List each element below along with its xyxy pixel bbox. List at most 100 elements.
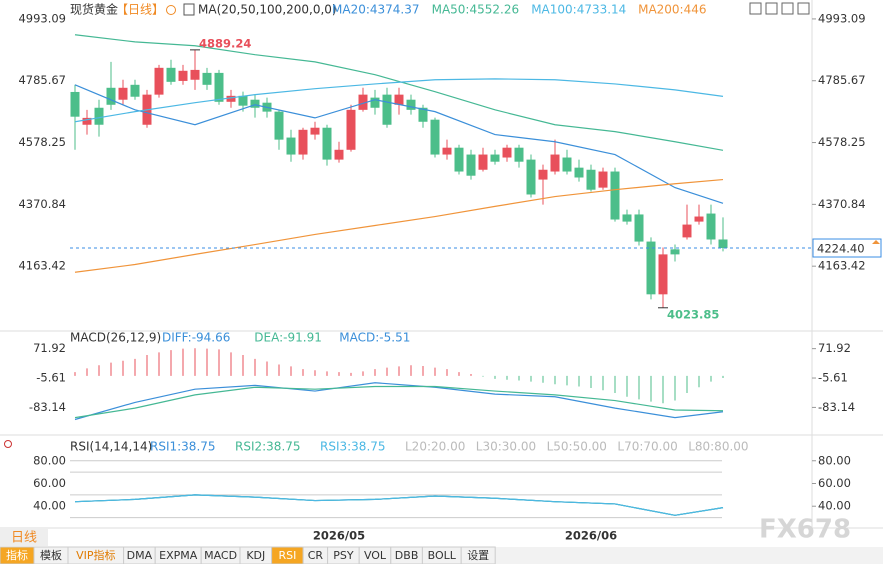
y-tick-label: 4785.67 <box>18 73 66 87</box>
candle-body <box>226 95 236 102</box>
candle-body <box>634 214 644 242</box>
level-legend: L50:50.00 <box>547 440 607 454</box>
candle-body <box>178 70 188 81</box>
candle-body <box>166 67 176 82</box>
candle-body <box>670 249 680 255</box>
candle-body <box>358 94 368 110</box>
candle-body <box>718 239 728 249</box>
candle-body <box>82 117 92 125</box>
instrument-title: 现货黄金 <box>70 2 118 17</box>
candle-body <box>466 154 476 176</box>
candle-body <box>106 87 116 105</box>
candle-body <box>550 154 560 172</box>
rsi-title: RSI(14,14,14) <box>70 440 152 454</box>
toolbar-button[interactable]: RSI <box>278 549 296 562</box>
toolbar-button[interactable]: PSY <box>333 549 354 562</box>
y-tick-label: 40.00 <box>818 499 851 513</box>
candle-body <box>430 119 440 155</box>
candle-body <box>394 94 404 105</box>
legend-item: MA20:4374.37 <box>332 3 420 17</box>
settings-icon[interactable] <box>4 440 12 448</box>
toolbar-button[interactable]: VOL <box>364 549 387 562</box>
toolbar-button[interactable]: BOLL <box>428 549 457 562</box>
candle-body <box>70 91 80 117</box>
level-legend: L30:30.00 <box>476 440 536 454</box>
y-tick-label: 71.92 <box>818 341 851 355</box>
candle-body <box>298 129 308 155</box>
toolbar-button[interactable]: 设置 <box>467 549 489 562</box>
candle-body <box>646 241 656 295</box>
legend-item: MA100:4733.14 <box>531 3 626 17</box>
indicator-icon[interactable] <box>183 3 195 16</box>
candle-body <box>274 111 284 140</box>
candle-body <box>94 107 104 125</box>
toolbar-button[interactable]: VIP指标 <box>76 548 115 562</box>
y-tick-label: 4578.25 <box>18 135 66 149</box>
toolbar-button[interactable]: CR <box>308 549 324 562</box>
candle-body <box>598 171 608 188</box>
candle-body <box>154 67 164 95</box>
watermark: FX678 <box>759 515 851 545</box>
legend-item: RSI1:38.75 <box>150 440 216 454</box>
indicator-line <box>74 494 724 516</box>
toolbar-button[interactable]: DBB <box>395 549 419 562</box>
last-price-box <box>812 238 882 258</box>
candle-body <box>514 147 524 162</box>
candle-body <box>442 147 452 155</box>
candle-body <box>586 169 596 190</box>
toolbar-button[interactable]: 指标 <box>6 548 28 562</box>
period: 【日线】 <box>116 3 164 17</box>
candle-body <box>286 137 296 155</box>
toolbar-button[interactable]: DMA <box>127 549 153 562</box>
candle-body <box>658 254 668 295</box>
candle-body <box>490 154 500 162</box>
legend-item: RSI2:38.75 <box>235 440 301 454</box>
y-tick-label: -5.61 <box>36 371 66 385</box>
indicator-line <box>74 178 724 273</box>
candle-body <box>322 127 332 160</box>
y-tick-label: -83.14 <box>29 400 66 414</box>
indicator-line <box>74 382 724 421</box>
candle-body <box>346 109 356 150</box>
tab[interactable]: 日线 <box>11 531 37 546</box>
candle-body <box>574 167 584 178</box>
toolbar-button[interactable]: MACD <box>204 549 237 562</box>
candle-body <box>214 72 224 102</box>
y-tick-label: 4163.42 <box>818 259 866 273</box>
candle-body <box>130 84 140 97</box>
y-tick-label: 4370.84 <box>18 197 66 211</box>
y-tick-label: 71.92 <box>33 341 66 355</box>
toolbar-button[interactable]: 模板 <box>40 548 62 562</box>
candle-body <box>238 95 248 106</box>
candle-body <box>418 107 428 122</box>
y-tick-label: 4785.67 <box>818 73 866 87</box>
window-icons[interactable] <box>749 2 810 15</box>
candle-body <box>562 157 572 172</box>
toolbar-button[interactable]: EXPMA <box>159 549 198 562</box>
candle-body <box>190 69 200 80</box>
indicator-line <box>74 385 724 419</box>
candle-body <box>250 99 260 108</box>
y-tick-label: -83.14 <box>818 400 855 414</box>
x-tick-label: 2026/05 <box>313 529 365 543</box>
candle-body <box>454 147 464 172</box>
y-tick-label: 80.00 <box>33 453 66 467</box>
y-tick-label: 40.00 <box>33 499 66 513</box>
price-arrow <box>872 240 880 245</box>
toolbar-button[interactable]: KDJ <box>246 549 265 562</box>
indicator-line <box>74 78 724 123</box>
legend-item: MA200:446 <box>638 3 706 17</box>
level-legend: L20:20.00 <box>405 440 465 454</box>
candle-body <box>478 154 488 170</box>
legend-item: MA50:4552.26 <box>432 3 519 17</box>
candle-body <box>118 87 128 100</box>
high-label: 4889.24 <box>199 36 251 50</box>
indicator-title: MA(20,50,100,200,0,0) <box>198 3 337 17</box>
legend-item: DEA:-91.91 <box>254 331 322 345</box>
toggle-icon[interactable] <box>166 5 176 15</box>
candle-body <box>682 224 692 238</box>
candle-body <box>334 149 344 160</box>
tab-bg <box>0 529 48 546</box>
